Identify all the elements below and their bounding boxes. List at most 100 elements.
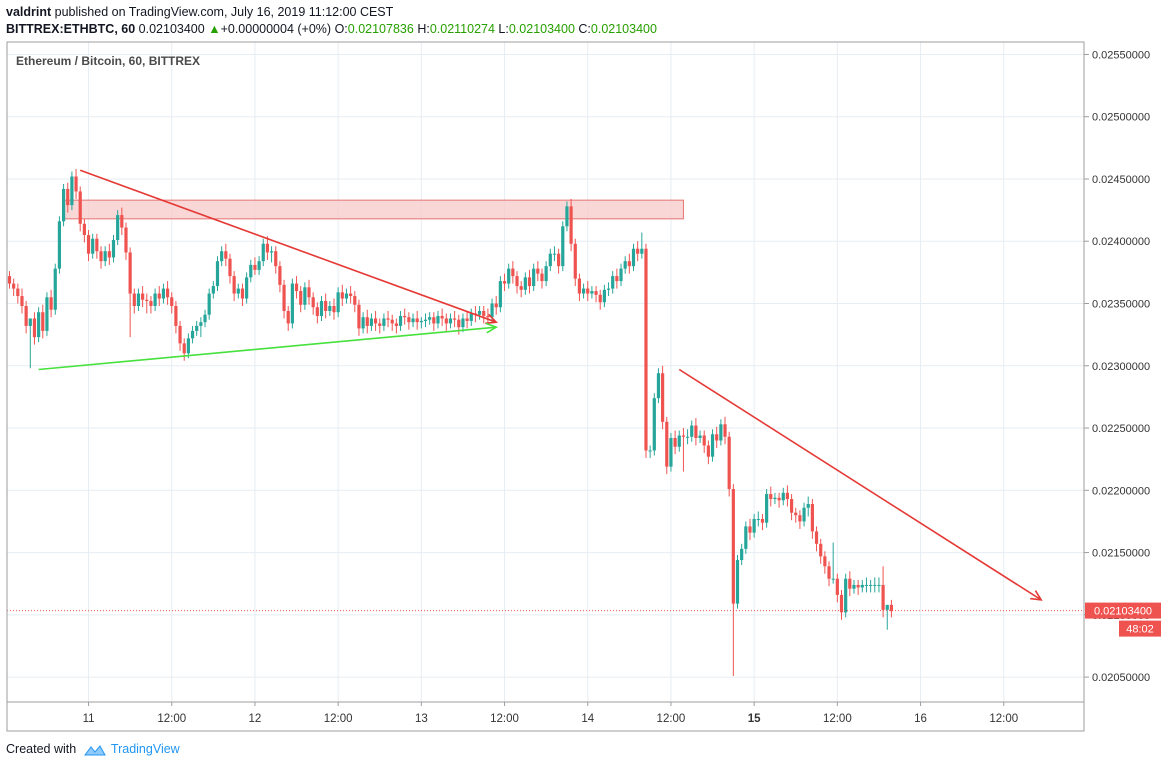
candle bbox=[577, 273, 582, 302]
candle bbox=[881, 566, 885, 618]
candle-body bbox=[145, 299, 149, 302]
red-trendline[interactable] bbox=[79, 169, 498, 325]
green-trendline[interactable] bbox=[38, 322, 499, 371]
candle-body bbox=[278, 266, 282, 285]
trendline-segment[interactable] bbox=[79, 169, 497, 323]
candle bbox=[498, 276, 502, 313]
candle bbox=[282, 279, 286, 319]
candle bbox=[290, 278, 294, 329]
candle-body bbox=[174, 306, 178, 326]
candle-body bbox=[161, 288, 166, 299]
candle bbox=[685, 429, 690, 445]
price-axis[interactable]: 0.02550000 0.02500000 0.02450000 0.02400000… bbox=[1084, 49, 1150, 684]
candle-body bbox=[236, 288, 240, 294]
candle bbox=[369, 313, 374, 331]
change-up-icon: ▲ bbox=[208, 22, 221, 36]
candle-body bbox=[220, 251, 224, 262]
candle-body bbox=[211, 286, 215, 294]
candle-body bbox=[240, 288, 245, 299]
candle-body bbox=[61, 188, 66, 222]
author-name[interactable]: valdrint bbox=[6, 5, 52, 19]
open-label: O: bbox=[334, 22, 348, 36]
candle bbox=[769, 486, 773, 507]
candle bbox=[789, 494, 794, 521]
candle-body bbox=[602, 289, 606, 303]
candle-body bbox=[715, 434, 719, 441]
countdown-badge-bg bbox=[1119, 620, 1161, 637]
candle bbox=[477, 306, 482, 320]
candle-body bbox=[378, 323, 382, 326]
candle bbox=[307, 279, 311, 305]
red-trendline[interactable] bbox=[678, 368, 1043, 601]
trendline-segment[interactable] bbox=[678, 368, 1042, 601]
candle bbox=[515, 271, 519, 294]
price-tick-label: 0.02200000 bbox=[1092, 485, 1150, 497]
trendline-arrowhead bbox=[485, 322, 499, 334]
candle bbox=[95, 233, 99, 259]
tradingview-brand[interactable]: TradingView bbox=[110, 742, 180, 756]
candle bbox=[873, 577, 877, 593]
candle-body bbox=[789, 499, 794, 513]
candle-body bbox=[744, 526, 748, 549]
candle bbox=[12, 278, 16, 297]
candle-body bbox=[203, 314, 207, 323]
trendline-segment[interactable] bbox=[38, 326, 497, 371]
candle-body bbox=[511, 268, 515, 277]
candle-body bbox=[810, 504, 814, 532]
candle-body bbox=[677, 435, 681, 447]
candle bbox=[719, 419, 723, 446]
last-price: 0.02103400 bbox=[138, 22, 205, 36]
candle-body bbox=[186, 338, 190, 354]
candle bbox=[540, 268, 544, 289]
candle bbox=[378, 318, 382, 334]
candle-body bbox=[590, 291, 594, 294]
candle bbox=[523, 272, 527, 295]
candle-body bbox=[860, 584, 864, 588]
candle bbox=[436, 310, 440, 329]
candle bbox=[798, 510, 802, 529]
candle bbox=[631, 243, 636, 272]
candle bbox=[723, 416, 727, 445]
candle-body bbox=[781, 492, 785, 501]
candle-body bbox=[623, 261, 627, 269]
candle bbox=[661, 365, 665, 430]
candle-body bbox=[99, 251, 103, 262]
close-value: 0.02103400 bbox=[590, 22, 657, 36]
last-price-tag: 0.02103400 bbox=[1094, 606, 1152, 618]
trendline-arrowhead bbox=[1030, 590, 1043, 601]
candle-body bbox=[261, 243, 265, 262]
published-text: published on TradingView.com, July 16, 2… bbox=[54, 5, 394, 19]
candle-body bbox=[120, 215, 124, 228]
candle bbox=[224, 243, 228, 267]
candle bbox=[299, 286, 303, 313]
candle-body bbox=[149, 301, 153, 306]
candle bbox=[669, 433, 673, 472]
candle bbox=[132, 288, 136, 314]
time-axis[interactable]: 11 12:00 12 12:00 13 12:00 14 12:00 15 12:00 16 12:… bbox=[83, 702, 1019, 725]
candle bbox=[511, 261, 515, 284]
candle-body bbox=[569, 206, 573, 244]
candle-body bbox=[586, 288, 590, 294]
candle bbox=[527, 269, 532, 294]
candle bbox=[648, 445, 652, 458]
candle-body bbox=[344, 293, 349, 299]
resistance-zone[interactable] bbox=[63, 199, 684, 220]
candle bbox=[423, 313, 428, 328]
candle-body bbox=[28, 318, 32, 326]
candle-body bbox=[848, 578, 852, 589]
candle bbox=[698, 430, 702, 443]
candle-body bbox=[207, 293, 211, 315]
candle bbox=[548, 248, 552, 272]
candle-body bbox=[507, 268, 511, 284]
price-tick-label: 0.02500000 bbox=[1092, 112, 1150, 124]
candle-body bbox=[357, 304, 361, 329]
candle-body bbox=[557, 253, 561, 267]
candle-body bbox=[748, 526, 752, 533]
candle-body bbox=[581, 288, 586, 294]
candle bbox=[240, 283, 245, 306]
candle-body bbox=[353, 296, 357, 305]
candle bbox=[731, 484, 735, 676]
candle bbox=[469, 308, 473, 326]
candle-body bbox=[814, 531, 819, 544]
